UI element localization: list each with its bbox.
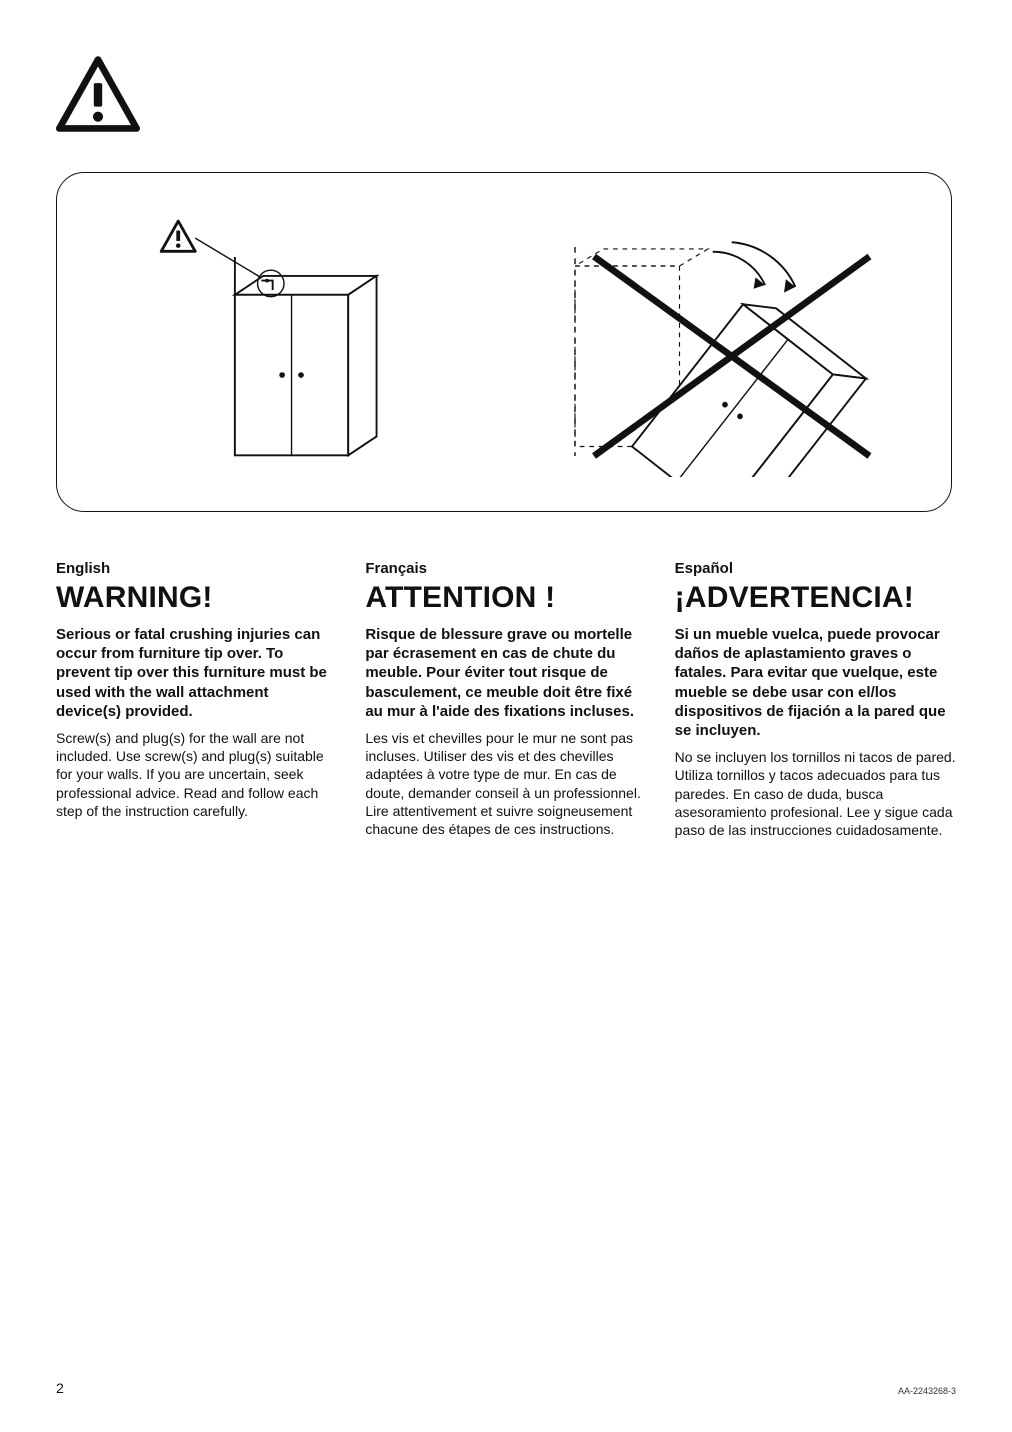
warning-body: No se incluyen los tornillos ni tacos de… [675, 748, 956, 839]
warning-body: Les vis et chevilles pour le mur ne sont… [365, 729, 646, 838]
column-francais: Français ATTENTION ! Risque de blessure … [365, 560, 646, 839]
diagram-falling-cabinet [504, 193, 911, 491]
lang-label: English [56, 560, 337, 577]
page-footer: 2 AA-2243268-3 [56, 1380, 956, 1396]
text-columns: English WARNING! Serious or fatal crushi… [56, 560, 956, 839]
diagram-anchored-cabinet [97, 193, 504, 491]
tipover-diagram-box [56, 172, 952, 512]
column-espanol: Español ¡ADVERTENCIA! Si un mueble vuelc… [675, 560, 956, 839]
warning-body: Screw(s) and plug(s) for the wall are no… [56, 729, 337, 820]
page-number: 2 [56, 1380, 64, 1396]
lang-label: Español [675, 560, 956, 577]
warning-subhead: Si un mueble vuelca, puede provocar daño… [675, 625, 956, 740]
column-english: English WARNING! Serious or fatal crushi… [56, 560, 337, 839]
warning-heading: ATTENTION ! [365, 581, 646, 615]
lang-label: Français [365, 560, 646, 577]
document-code: AA-2243268-3 [898, 1386, 956, 1396]
warning-heading: WARNING! [56, 581, 337, 615]
page-root: English WARNING! Serious or fatal crushi… [0, 0, 1012, 1432]
warning-icon [56, 56, 140, 132]
warning-heading: ¡ADVERTENCIA! [675, 581, 956, 615]
warning-subhead: Serious or fatal crushing injuries can o… [56, 625, 337, 721]
warning-subhead: Risque de blessure grave ou mortelle par… [365, 625, 646, 721]
